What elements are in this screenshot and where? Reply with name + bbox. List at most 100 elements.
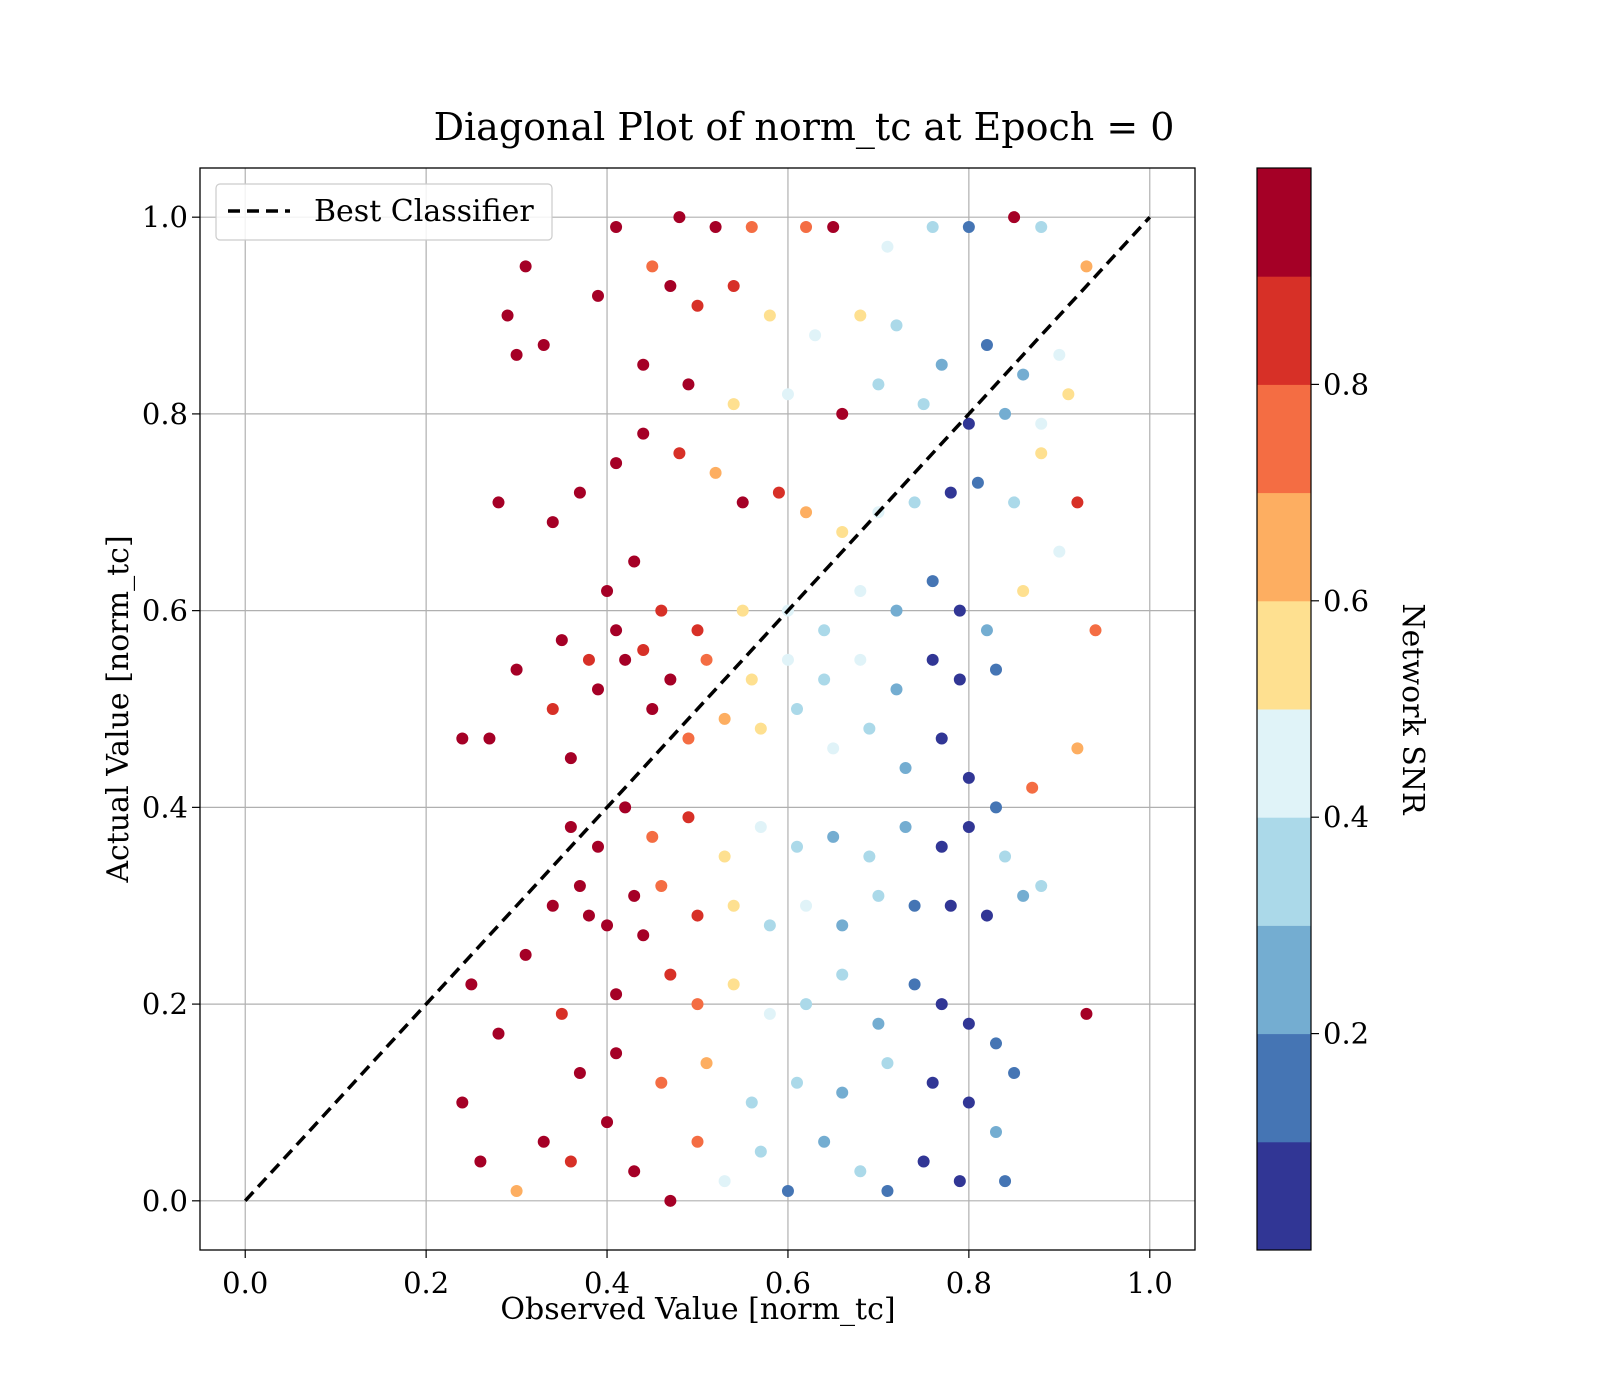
scatter-point <box>573 1066 586 1079</box>
colorbar-segment <box>1257 492 1311 602</box>
scatter-point <box>791 840 803 853</box>
scatter-point <box>890 604 903 617</box>
scatter-point <box>673 447 686 460</box>
x-tick-label: 0.0 <box>222 1266 268 1300</box>
scatter-point <box>827 742 840 755</box>
scatter-point <box>555 1007 568 1020</box>
scatter-point <box>555 634 568 647</box>
scatter-point <box>492 1027 505 1040</box>
colorbar-segment <box>1257 1141 1311 1251</box>
y-axis-ticks: 0.0 0.2 0.4 0.6 0.8 1.0 <box>142 200 200 1218</box>
scatter-point <box>682 378 695 391</box>
scatter-point <box>1071 496 1084 509</box>
scatter-point <box>899 821 912 834</box>
scatter-point <box>990 1037 1002 1050</box>
y-tick-label: 0.2 <box>142 987 188 1021</box>
scatter-point <box>863 850 876 863</box>
colorbar <box>1257 168 1311 1251</box>
scatter-point <box>564 821 577 834</box>
scatter-point <box>745 221 758 234</box>
scatter-point <box>610 457 623 470</box>
scatter-point <box>700 1057 713 1070</box>
scatter-point <box>546 899 559 912</box>
scatter-point <box>664 280 677 293</box>
scatter-point <box>646 260 659 273</box>
scatter-point <box>1008 1066 1021 1079</box>
scatter-point <box>1026 781 1039 794</box>
y-tick-label: 0.4 <box>142 790 188 824</box>
scatter-point <box>745 673 758 686</box>
scatter-point <box>637 929 650 942</box>
colorbar-segment <box>1257 168 1311 277</box>
scatter-point <box>836 525 849 538</box>
scatter-point <box>564 752 577 765</box>
scatter-point <box>800 506 813 519</box>
scatter-point <box>646 830 659 843</box>
scatter-point <box>727 899 740 912</box>
scatter-point <box>646 703 659 715</box>
scatter-point <box>908 899 921 912</box>
scatter-point <box>501 309 514 322</box>
scatter-point <box>537 339 550 352</box>
scatter-point <box>564 1155 577 1168</box>
scatter-point <box>836 919 849 932</box>
scatter-point <box>682 811 695 824</box>
colorbar-label: Network SNR <box>1395 603 1430 816</box>
scatter-point <box>962 1096 975 1109</box>
scatter-point <box>944 899 957 912</box>
colorbar-tick-label: 0.4 <box>1323 800 1369 834</box>
scatter-point <box>990 1125 1002 1138</box>
scatter-point <box>754 722 767 735</box>
colorbar-tick-label: 0.2 <box>1323 1017 1369 1051</box>
scatter-point <box>908 496 921 509</box>
scatter-point <box>727 398 740 411</box>
scatter-point <box>537 1135 550 1148</box>
scatter-point <box>573 880 586 893</box>
scatter-point <box>890 683 903 696</box>
scatter-point <box>754 821 767 834</box>
scatter-point <box>610 1047 623 1060</box>
scatter-point <box>836 968 849 981</box>
scatter-point <box>781 653 794 666</box>
scatter-point <box>935 732 948 745</box>
scatter-point <box>709 466 722 479</box>
scatter-point <box>836 1086 849 1099</box>
legend-label: Best Classifier <box>314 194 534 229</box>
scatter-point <box>1071 742 1084 755</box>
scatter-point <box>781 1184 794 1197</box>
scatter-point <box>917 1155 930 1168</box>
data-points <box>456 211 1102 1207</box>
x-tick-label: 1.0 <box>1127 1266 1173 1300</box>
scatter-point <box>926 575 939 588</box>
scatter-point <box>763 1007 776 1020</box>
scatter-point <box>619 801 632 814</box>
scatter-point <box>754 1145 767 1158</box>
scatter-point <box>1089 624 1102 637</box>
scatter-point <box>664 1194 677 1207</box>
scatter-point <box>899 762 912 775</box>
scatter-point <box>582 653 595 666</box>
scatter-point <box>745 1096 758 1109</box>
scatter-point <box>592 840 604 853</box>
scatter-point <box>800 998 813 1011</box>
y-tick-label: 0.0 <box>142 1184 188 1218</box>
x-axis-label: Observed Value [norm_tc] <box>500 1292 895 1327</box>
colorbar-segment <box>1257 384 1311 494</box>
scatter-point <box>483 732 496 745</box>
scatter-point <box>763 919 776 932</box>
scatter-point <box>510 663 523 676</box>
scatter-point <box>980 339 993 352</box>
scatter-point <box>628 1165 641 1178</box>
scatter-point <box>601 1116 614 1129</box>
scatter-point <box>691 299 704 312</box>
scatter-point <box>962 821 975 834</box>
scatter-point <box>881 1184 894 1197</box>
colorbar-segment <box>1257 817 1311 926</box>
scatter-point <box>519 948 532 961</box>
scatter-point <box>926 1076 939 1089</box>
scatter-point <box>944 486 957 499</box>
scatter-point <box>610 221 623 234</box>
scatter-point <box>980 624 993 637</box>
scatter-point <box>791 703 803 715</box>
colorbar-tick-label: 0.8 <box>1323 367 1369 401</box>
